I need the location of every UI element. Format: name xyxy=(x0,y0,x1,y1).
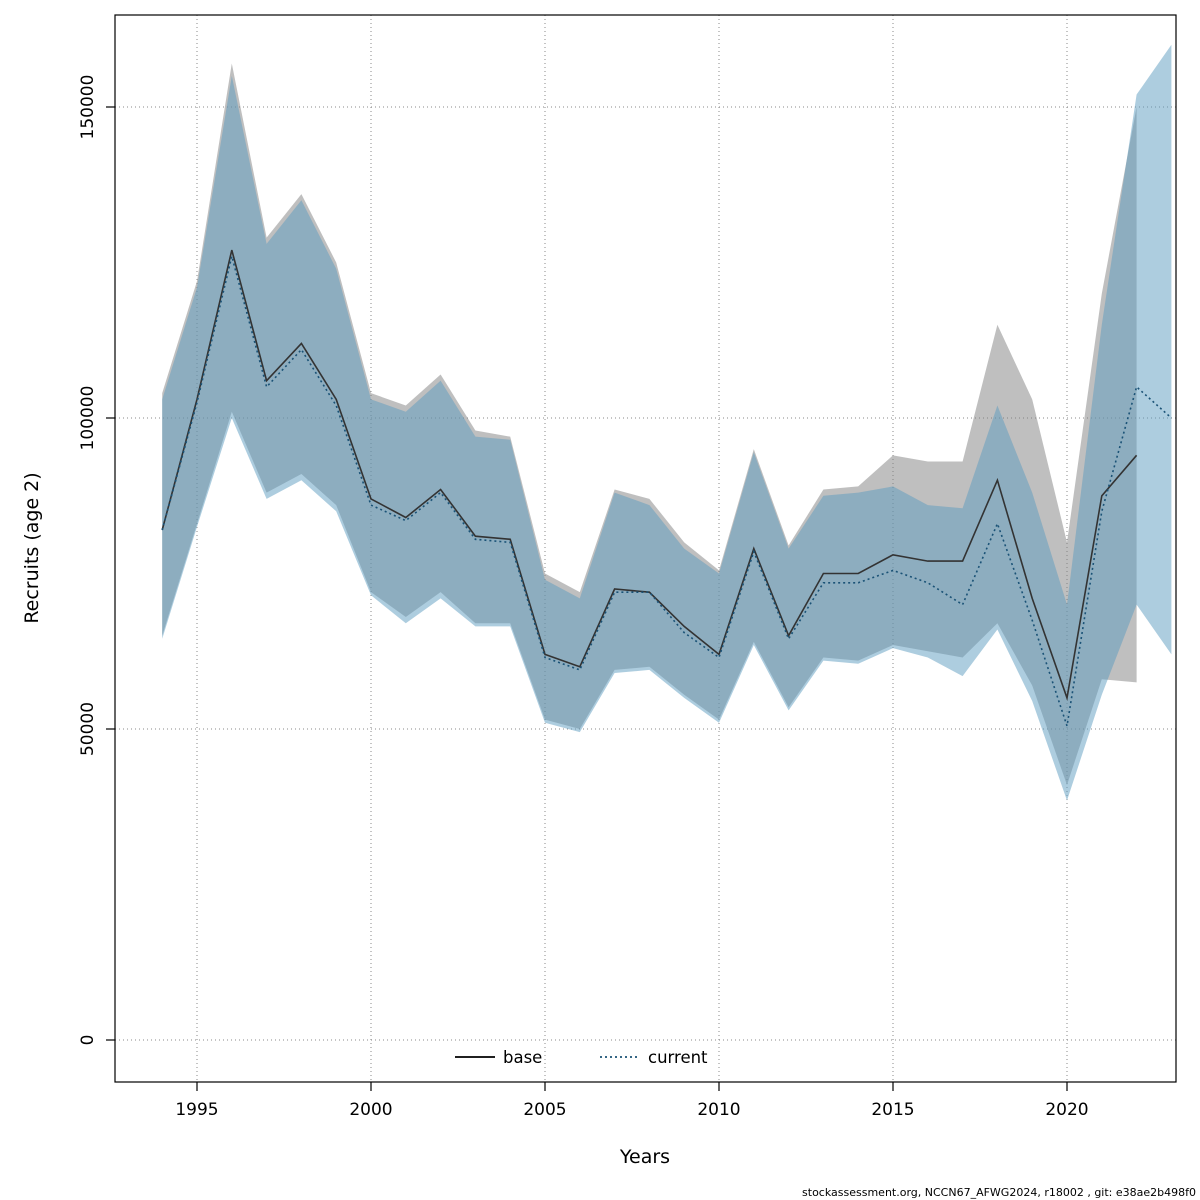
x-tick-label: 1995 xyxy=(175,1100,218,1120)
y-tick-label: 150000 xyxy=(78,75,98,140)
legend-label-current: current xyxy=(648,1048,708,1067)
x-tick-label: 2015 xyxy=(871,1100,914,1120)
series-line-current xyxy=(161,256,1172,727)
legend-label-base: base xyxy=(503,1048,542,1067)
y-tick-label: 100000 xyxy=(78,386,98,451)
x-tick-label: 2020 xyxy=(1045,1100,1088,1120)
y-axis-title: Recruits (age 2) xyxy=(21,472,43,623)
y-tick-label: 50000 xyxy=(78,702,98,756)
x-tick-label: 2000 xyxy=(349,1100,392,1120)
confidence-band-current xyxy=(162,44,1172,801)
footer-credit: stockassessment.org, NCCN67_AFWG2024, r1… xyxy=(802,1186,1196,1199)
x-axis-title: Years xyxy=(619,1146,670,1168)
x-tick-label: 2010 xyxy=(697,1100,740,1120)
plot-border xyxy=(114,14,1177,1083)
chart-layers: 1995 2000 2005 2010 2015 2020 0 50000 100000 1500… xyxy=(78,14,1177,1120)
y-tick-label: 0 xyxy=(78,1035,98,1046)
series-line-base xyxy=(161,249,1138,702)
x-tick-label: 2005 xyxy=(523,1100,566,1120)
